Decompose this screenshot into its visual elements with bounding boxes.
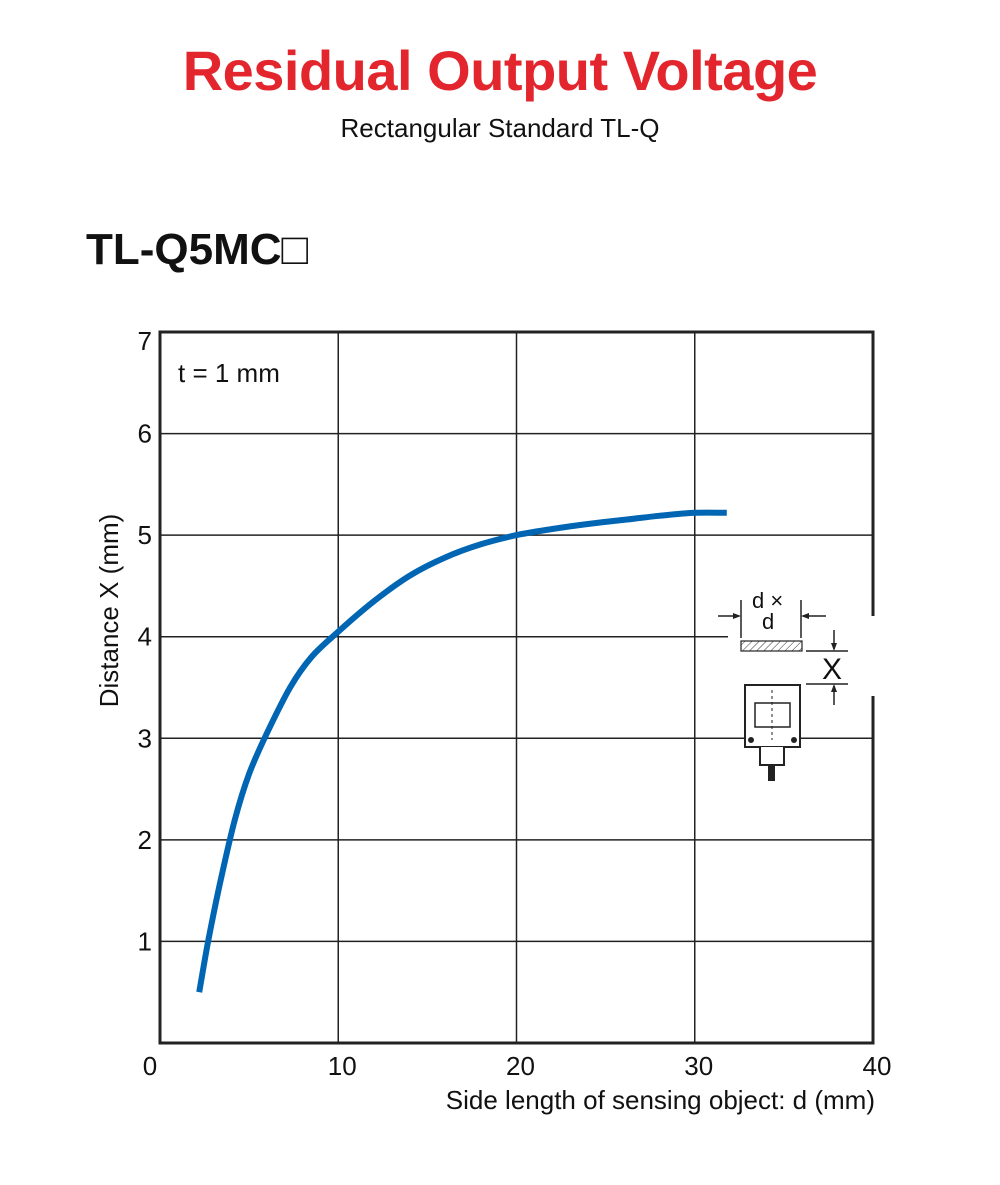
sensing-object xyxy=(740,640,803,652)
x-tick-label: 20 xyxy=(506,1051,535,1081)
y-tick-labels: 1 2 3 4 5 6 7 xyxy=(138,326,152,956)
x-tick-label: 40 xyxy=(863,1051,892,1081)
x-tick-label: 10 xyxy=(328,1051,357,1081)
dimension-label: d × xyxy=(752,588,783,613)
y-tick-label: 6 xyxy=(138,419,152,449)
y-tick-label: 4 xyxy=(138,622,152,652)
x-axis-label: Side length of sensing object: d (mm) xyxy=(446,1085,875,1115)
y-tick-label: 3 xyxy=(138,723,152,753)
y-axis-label: Distance X (mm) xyxy=(94,514,124,708)
x-tick-label: 0 xyxy=(143,1051,157,1081)
sensor-diagram: d × d X xyxy=(718,588,878,781)
model-name: TL-Q5MC□ xyxy=(86,225,309,274)
y-tick-label: 2 xyxy=(138,825,152,855)
distance-label: X xyxy=(822,653,842,686)
series-line xyxy=(196,509,727,993)
y-tick-label: 7 xyxy=(138,326,152,356)
x-tick-labels: 0 10 20 30 40 xyxy=(143,1051,892,1081)
y-tick-label: 1 xyxy=(138,926,152,956)
page-title: Residual Output Voltage xyxy=(182,39,818,102)
x-tick-label: 30 xyxy=(684,1051,713,1081)
page-subtitle: Rectangular Standard TL-Q xyxy=(340,113,660,143)
y-tick-label: 5 xyxy=(138,520,152,550)
thickness-annotation: t = 1 mm xyxy=(178,358,280,388)
dimension-label-2: d xyxy=(762,609,774,634)
sensor-cable xyxy=(768,765,775,781)
